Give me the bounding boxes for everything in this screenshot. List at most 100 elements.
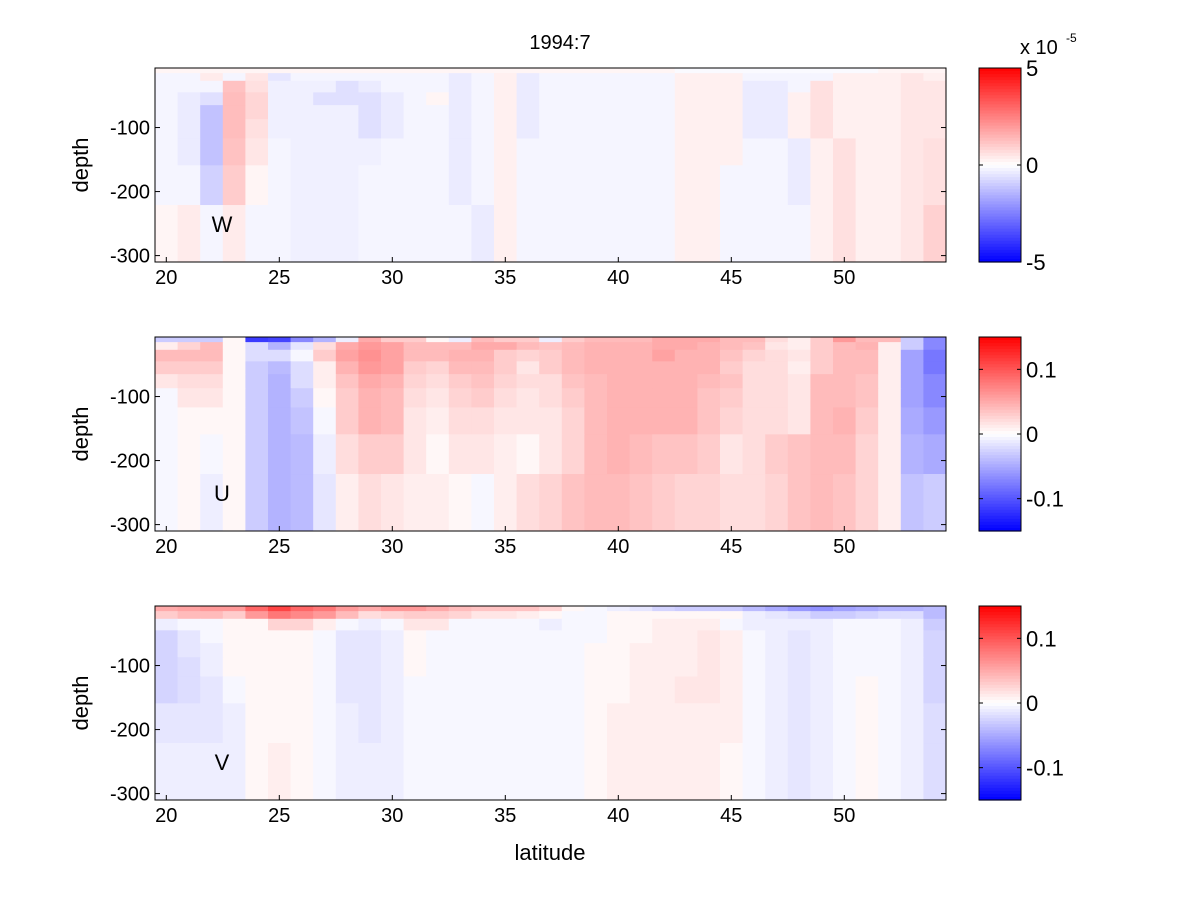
heatmap-cell: [584, 349, 608, 362]
colorbar-segment: [979, 657, 1021, 662]
heatmap-cell: [878, 68, 902, 74]
colorbar-segment: [979, 636, 1021, 640]
heatmap-cell: [833, 342, 857, 351]
heatmap-cell: [358, 342, 382, 351]
heatmap-cell: [697, 388, 721, 408]
heatmap-cell: [629, 606, 653, 612]
heatmap-cell: [652, 105, 676, 120]
heatmap-cell: [381, 643, 405, 658]
heatmap-cell: [358, 119, 382, 139]
heatmap-cell: [403, 374, 427, 389]
colorbar-segment: [979, 89, 1021, 93]
heatmap-cell: [900, 80, 924, 93]
colorbar-segment: [979, 778, 1021, 783]
heatmap-cell: [652, 337, 676, 343]
heatmap-cell: [561, 676, 585, 704]
colorbar-segment: [979, 376, 1021, 381]
heatmap-cell: [561, 630, 585, 644]
colorbar-segment: [979, 757, 1021, 762]
heatmap-cell: [720, 165, 744, 206]
heatmap-cell: [697, 743, 721, 801]
heatmap-cell: [810, 68, 834, 74]
heatmap-cell: [900, 703, 924, 744]
heatmap-cell: [697, 165, 721, 206]
heatmap-cell: [652, 407, 676, 435]
heatmap-cell: [674, 618, 698, 631]
heatmap-cell: [177, 630, 201, 644]
heatmap-cell: [471, 92, 495, 106]
heatmap-cell: [358, 657, 382, 677]
heatmap-cell: [403, 92, 427, 106]
heatmap-cell: [697, 374, 721, 389]
heatmap-cell: [245, 606, 269, 612]
heatmap-cell: [358, 205, 382, 263]
heatmap-cell: [494, 606, 518, 612]
heatmap-cell: [358, 349, 382, 362]
heatmap-cell: [516, 374, 540, 389]
heatmap-cell: [313, 657, 337, 677]
heatmap-cell: [674, 361, 698, 375]
heatmap-cell: [539, 434, 563, 475]
heatmap-cell: [539, 337, 563, 343]
heatmap-cell: [742, 349, 766, 362]
heatmap-cell: [358, 105, 382, 120]
heatmap-cell: [335, 743, 359, 801]
heatmap-cell: [222, 92, 246, 106]
heatmap-cell: [268, 676, 292, 704]
colorbar-segment: [979, 222, 1021, 227]
heatmap-cell: [900, 630, 924, 644]
heatmap-cell: [561, 138, 585, 166]
y-tick-label: -300: [110, 246, 150, 268]
colorbar-segment: [979, 461, 1021, 465]
heatmap-cell: [245, 342, 269, 351]
heatmap-cell: [200, 92, 224, 106]
heatmap-cell: [584, 703, 608, 744]
heatmap-cell: [697, 342, 721, 351]
heatmap-cell: [923, 676, 947, 704]
heatmap-cell: [290, 643, 314, 658]
heatmap-cell: [607, 342, 631, 351]
colorbar-segment: [979, 246, 1021, 251]
heatmap-cell: [833, 676, 857, 704]
heatmap-cell: [155, 92, 179, 106]
colorbar-segment: [979, 437, 1021, 441]
heatmap-cell: [268, 388, 292, 408]
heatmap-cell: [494, 434, 518, 475]
heatmap-cell: [765, 68, 789, 74]
heatmap-cell: [516, 657, 540, 677]
heatmap-cell: [810, 611, 834, 620]
colorbar-segment: [979, 125, 1021, 130]
heatmap-cell: [200, 618, 224, 631]
colorbar-segment: [979, 497, 1021, 502]
heatmap-cell: [674, 630, 698, 644]
heatmap-cell: [652, 73, 676, 82]
heatmap-cell: [426, 92, 450, 106]
heatmap-cell: [561, 474, 585, 532]
heatmap-cell: [539, 676, 563, 704]
heatmap-cell: [290, 657, 314, 677]
heatmap-cell: [810, 434, 834, 475]
heatmap-cell: [403, 138, 427, 166]
heatmap-cell: [155, 657, 179, 677]
heatmap-cell: [155, 80, 179, 93]
heatmap-cell: [448, 119, 472, 139]
heatmap-cell: [629, 676, 653, 704]
heatmap-cell: [494, 743, 518, 801]
heatmap-cell: [516, 676, 540, 704]
heatmap-cell: [878, 92, 902, 106]
heatmap-cell: [471, 205, 495, 263]
colorbar-segment: [979, 394, 1021, 399]
heatmap-cell: [561, 205, 585, 263]
heatmap-cell: [381, 618, 405, 631]
heatmap-cell: [471, 643, 495, 658]
heatmap-cell: [720, 618, 744, 631]
heatmap-cell: [742, 657, 766, 677]
colorbar-segment: [979, 506, 1021, 511]
heatmap-cell: [471, 342, 495, 351]
heatmap-cell: [810, 643, 834, 658]
heatmap-cell: [900, 618, 924, 631]
colorbar-segment: [979, 452, 1021, 456]
heatmap-cell: [358, 434, 382, 475]
heatmap-cell: [177, 611, 201, 620]
